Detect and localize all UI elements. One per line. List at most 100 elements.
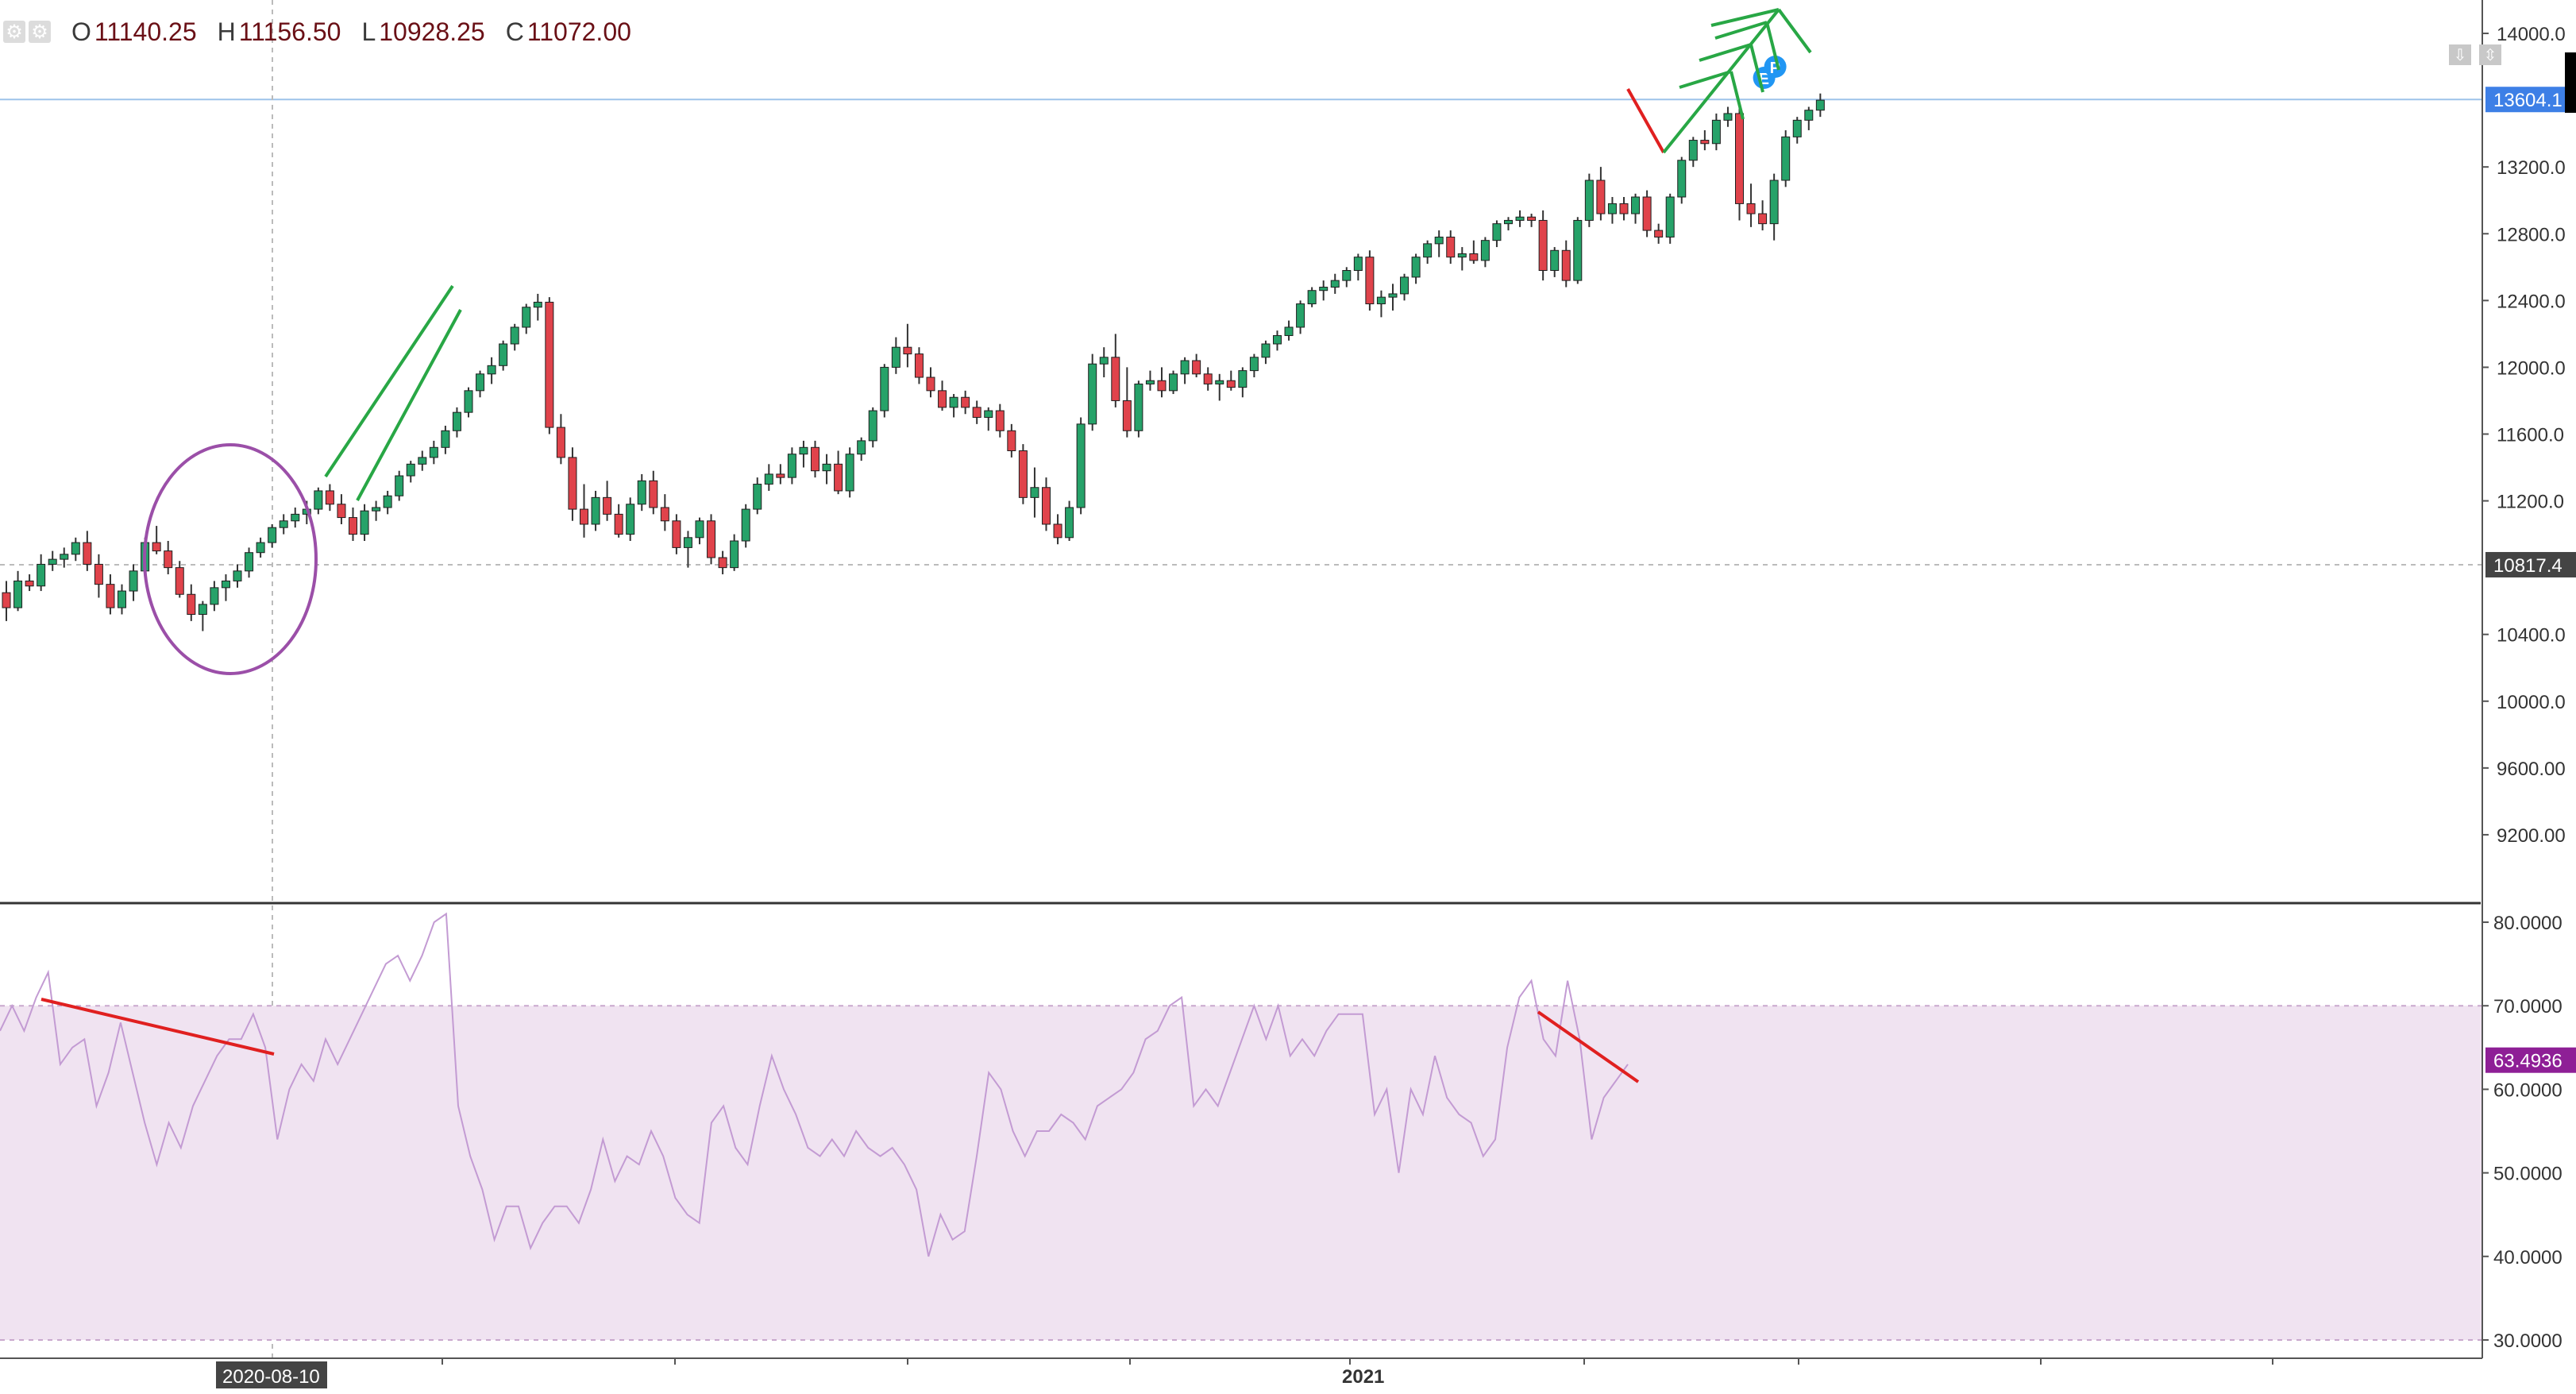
candle[interactable]	[406, 461, 415, 483]
candle[interactable]	[811, 440, 819, 478]
candle[interactable]	[1758, 200, 1768, 231]
candle[interactable]	[1504, 217, 1513, 231]
candle[interactable]	[753, 477, 762, 515]
candle[interactable]	[1723, 106, 1733, 127]
candle[interactable]	[1169, 370, 1178, 395]
rsi-divergence-line-right[interactable]	[1537, 1010, 1640, 1083]
candle[interactable]	[568, 447, 577, 521]
candle[interactable]	[48, 550, 57, 571]
candle[interactable]	[1804, 106, 1814, 130]
candle[interactable]	[683, 531, 692, 568]
candle[interactable]	[903, 323, 912, 368]
candle[interactable]	[118, 584, 126, 615]
candle[interactable]	[245, 547, 254, 578]
candle[interactable]	[1307, 287, 1317, 307]
candle[interactable]	[187, 584, 196, 621]
candle[interactable]	[1261, 340, 1271, 365]
candle[interactable]	[175, 561, 184, 598]
candle[interactable]	[707, 514, 716, 565]
candle[interactable]	[672, 514, 681, 554]
candle[interactable]	[1584, 173, 1594, 227]
candle[interactable]	[268, 523, 277, 548]
drawings-layer[interactable]	[40, 8, 1812, 1083]
candle[interactable]	[1157, 367, 1167, 398]
candle[interactable]	[776, 464, 785, 485]
candle[interactable]	[349, 507, 357, 541]
channel-lower-line[interactable]	[356, 309, 462, 501]
candle[interactable]	[1665, 193, 1675, 244]
candle[interactable]	[1492, 220, 1502, 248]
candle[interactable]	[1538, 210, 1548, 281]
candle[interactable]	[926, 367, 935, 398]
candle[interactable]	[822, 454, 831, 485]
candle[interactable]	[1631, 193, 1641, 224]
dividend-marker[interactable]	[1764, 56, 1787, 78]
candle[interactable]	[1607, 197, 1617, 224]
candle[interactable]	[452, 407, 461, 438]
candle[interactable]	[1065, 500, 1074, 541]
candle[interactable]	[129, 564, 138, 601]
candle[interactable]	[1642, 190, 1652, 237]
candle[interactable]	[741, 504, 750, 548]
candle[interactable]	[1561, 240, 1571, 288]
candle[interactable]	[961, 390, 970, 415]
candle[interactable]	[1007, 423, 1016, 458]
candle[interactable]	[210, 581, 219, 612]
candle[interactable]	[1203, 367, 1213, 391]
price-pane[interactable]: EP	[0, 0, 2482, 1358]
candle[interactable]	[1099, 347, 1109, 378]
candle[interactable]	[1434, 230, 1444, 257]
candle[interactable]	[1411, 253, 1421, 284]
candle[interactable]	[37, 554, 46, 592]
candle[interactable]	[1527, 214, 1537, 227]
candle[interactable]	[880, 364, 889, 418]
candle[interactable]	[1550, 247, 1560, 277]
candle[interactable]	[556, 414, 565, 465]
candle[interactable]	[71, 537, 80, 562]
candle[interactable]	[25, 574, 34, 592]
candle[interactable]	[1076, 417, 1086, 515]
candle[interactable]	[845, 447, 854, 498]
settings-icon[interactable]: ⚙	[29, 21, 51, 43]
candle[interactable]	[487, 357, 496, 384]
candle[interactable]	[499, 340, 508, 371]
candle[interactable]	[1145, 370, 1155, 391]
candle[interactable]	[522, 303, 531, 334]
candle[interactable]	[1192, 353, 1201, 378]
candle[interactable]	[637, 473, 646, 512]
candle[interactable]	[1573, 217, 1583, 284]
candle[interactable]	[164, 541, 173, 575]
candle[interactable]	[1815, 93, 1825, 118]
candle[interactable]	[441, 425, 450, 454]
candle[interactable]	[1700, 129, 1710, 151]
candle[interactable]	[660, 494, 669, 531]
candle[interactable]	[914, 347, 924, 384]
rsi-pane[interactable]	[0, 912, 2482, 1341]
candle[interactable]	[949, 394, 958, 418]
candle[interactable]	[533, 293, 542, 321]
candle[interactable]	[1423, 240, 1433, 265]
gear-icon[interactable]: ⚙	[3, 21, 25, 43]
candle[interactable]	[1042, 477, 1051, 531]
candle[interactable]	[695, 517, 704, 545]
candle[interactable]	[1735, 106, 1744, 221]
candle[interactable]	[476, 370, 485, 398]
candle[interactable]	[383, 490, 392, 515]
candle[interactable]	[83, 531, 92, 571]
candle[interactable]	[1284, 320, 1294, 341]
candle[interactable]	[1249, 353, 1259, 378]
candle[interactable]	[1769, 173, 1779, 241]
candle[interactable]	[106, 574, 115, 615]
candle[interactable]	[1018, 444, 1028, 504]
rsi-axis[interactable]: 80.0000 70.0000 60.0000 50.0000 40.0000 30.00…	[2482, 913, 2576, 1352]
candle[interactable]	[256, 537, 265, 558]
candle[interactable]	[718, 550, 727, 575]
candle[interactable]	[1088, 353, 1097, 431]
candle[interactable]	[984, 407, 993, 431]
price-axis[interactable]: 14000.0 13200.0 12800.0 12400.0 12000.0 11600…	[2482, 24, 2576, 847]
rsi-line[interactable]	[0, 912, 1629, 1257]
rsi-divergence-line-left[interactable]	[40, 998, 275, 1056]
candle[interactable]	[1792, 117, 1802, 144]
candle[interactable]	[1400, 273, 1409, 301]
candle[interactable]	[395, 470, 404, 501]
